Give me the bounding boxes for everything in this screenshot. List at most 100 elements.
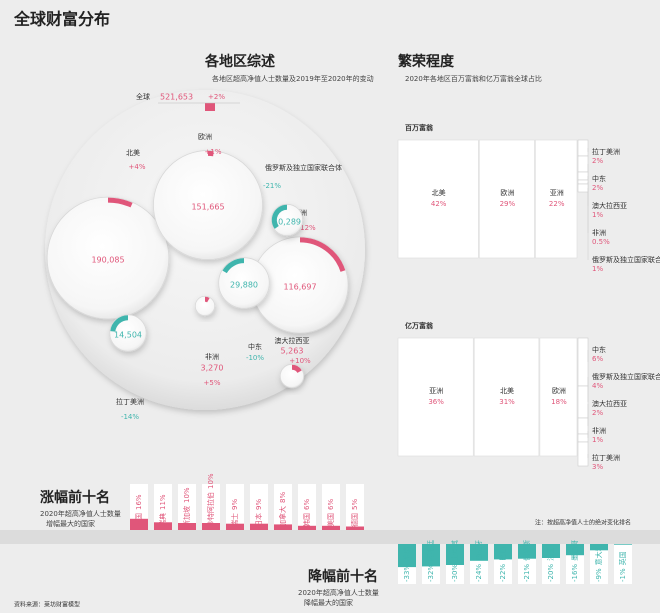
bar-value: 6% (327, 499, 335, 510)
bar (398, 544, 416, 568)
change-arc (110, 315, 129, 332)
bar-value: 6% (303, 499, 311, 510)
global-change-bar (205, 103, 215, 111)
cell-value: 2% (592, 157, 603, 165)
bar-value: -22% (499, 564, 507, 582)
country: 土耳其 (450, 540, 459, 561)
bar-value: -16% (571, 564, 579, 582)
bar-value: 5% (351, 499, 359, 510)
cell-name: 非洲 (592, 228, 606, 237)
treemap-cell (473, 337, 540, 457)
cell-value: 1% (592, 436, 603, 444)
country: 加拿大 (278, 506, 287, 527)
country: 德国 (350, 513, 359, 527)
section-subtitle: 各地区超高净值人士数量及2019年至2020年的变动 (212, 74, 374, 83)
country: 日本 (254, 513, 263, 527)
region-name: 非洲 (205, 352, 219, 361)
cell-name: 俄罗斯及独立国家联合体 (592, 255, 660, 264)
country: 希腊 (402, 547, 411, 561)
cell-name: 非洲 (592, 426, 606, 435)
bar (566, 544, 584, 556)
treemap-cell (577, 155, 589, 173)
section-subtitle: 2020年超高净值人士数量 (40, 509, 121, 518)
cell-value: 3% (592, 463, 603, 471)
section-subtitle: 2020年各地区百万富翁和亿万富翁全球占比 (405, 74, 542, 83)
bar (346, 526, 364, 530)
bar-label: -21% 俄罗斯 (522, 540, 531, 582)
bar-label: -1% 英国 (618, 551, 627, 582)
bar (614, 544, 632, 545)
bar-label: 沙特阿拉伯 10% (206, 473, 215, 527)
cell-name: 亚洲 (550, 189, 564, 197)
shelf (0, 530, 660, 544)
treemap-cell (577, 179, 589, 185)
change-arc (107, 197, 133, 208)
region-value: 10,289 (273, 218, 301, 227)
treemap-cell (577, 171, 589, 181)
country: 沙特阿拉伯 (206, 492, 215, 527)
bar (542, 544, 560, 558)
treemap-cell (397, 139, 479, 259)
treemap-cell (577, 433, 589, 443)
bar-label: -20% 法国 (546, 547, 555, 582)
bar-label: -24% 西班牙 (474, 540, 483, 582)
treemap-cell (577, 441, 589, 467)
cell-name: 澳大拉西亚 (592, 399, 627, 408)
cell-name: 俄罗斯及独立国家联合体 (592, 372, 660, 381)
bubble (194, 295, 216, 317)
bubble (153, 150, 263, 260)
region-change: +1% (205, 148, 222, 156)
region-change: -21% (263, 182, 281, 190)
bar (494, 544, 512, 560)
bar (446, 544, 464, 565)
region-value: 29,880 (230, 281, 258, 290)
cell-value: 2% (592, 409, 603, 417)
cell-name: 北美 (432, 188, 446, 197)
column (202, 484, 220, 530)
bar (274, 524, 292, 530)
bar (130, 518, 148, 530)
cell-name: 欧洲 (552, 386, 566, 395)
bar-label: 瑞典 11% (158, 494, 167, 527)
bar-label: 新加坡 10% (182, 487, 191, 527)
region-change: +5% (204, 379, 221, 387)
section-title: 降幅前十名 (308, 568, 378, 585)
region-value: 3,270 (201, 364, 224, 373)
country: 韩国 (302, 513, 311, 527)
region-name: 拉丁美洲 (116, 397, 144, 406)
bar-value: 11% (159, 494, 167, 510)
treemap-cell (535, 139, 578, 259)
region-value: 5,263 (281, 347, 304, 356)
section-title: 涨幅前十名 (40, 489, 110, 506)
bar-label: -33% 希腊 (402, 547, 411, 582)
cell-value: 42% (431, 200, 447, 208)
cell-value: 6% (592, 355, 603, 363)
country: 中国 (134, 513, 143, 527)
bar-value: 16% (135, 494, 143, 510)
section-subtitle: 降幅最大的国家 (304, 598, 353, 607)
country: 阿根廷 (426, 540, 435, 561)
cell-name: 亚洲 (429, 387, 443, 395)
country: 法国 (546, 547, 555, 561)
bar-label: -32% 阿根廷 (426, 540, 435, 582)
cell-name: 中东 (592, 174, 606, 183)
region-name: 欧洲 (198, 132, 212, 141)
cell-value: 29% (500, 200, 516, 208)
country: 墨西哥 (571, 540, 579, 561)
treemap-cell (539, 337, 578, 457)
region-change: -14% (121, 413, 139, 421)
column (250, 484, 268, 530)
section-subtitle: 2020年超高净值人士数量 (298, 588, 379, 597)
cell-name: 拉丁美洲 (592, 147, 620, 156)
country: 巴西 (499, 547, 507, 561)
cell-value: 4% (592, 382, 603, 390)
country: 英国 (618, 551, 627, 565)
bar (202, 523, 220, 530)
bar (470, 544, 488, 561)
bar-label: 中国 16% (134, 494, 143, 527)
region-value: 190,085 (91, 256, 124, 265)
bubble (218, 257, 270, 309)
bar-value: -30% (451, 564, 459, 582)
